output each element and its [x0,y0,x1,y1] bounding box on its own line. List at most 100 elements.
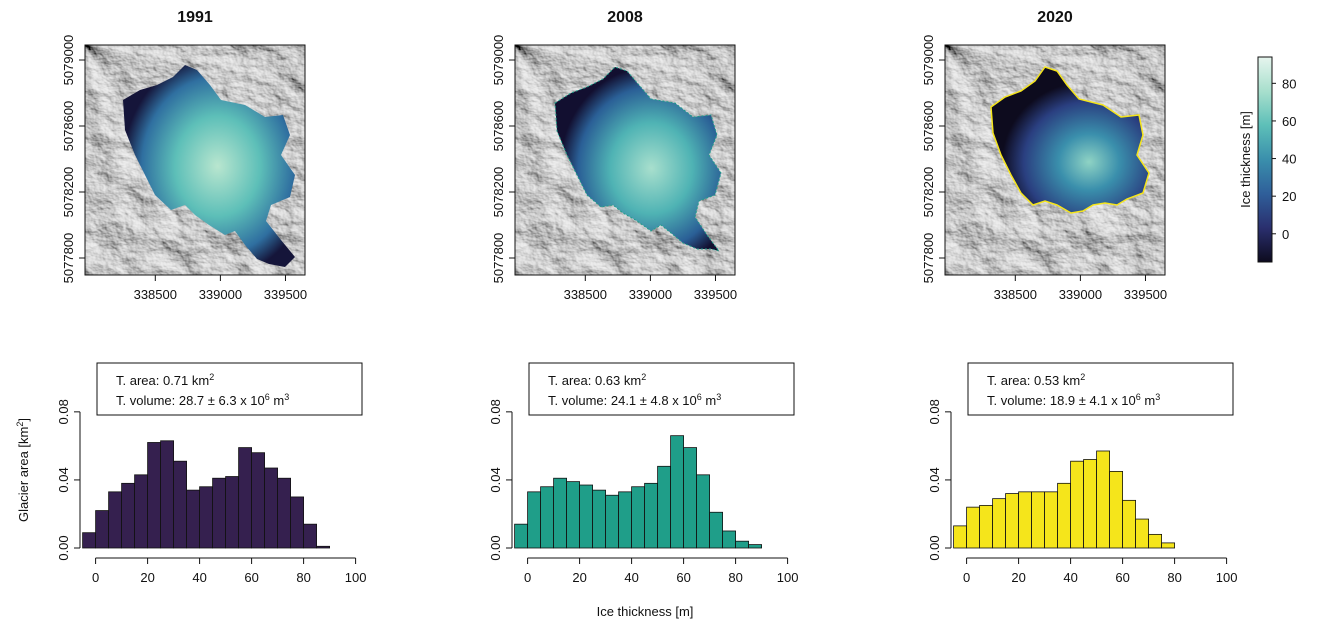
y-tick-label: 0.08 [488,399,503,424]
bar [593,490,606,548]
bar [1149,534,1162,548]
colorbar-tick-label: 60 [1282,114,1296,129]
x-tick-label: 60 [676,570,690,585]
bar [1162,543,1175,548]
bar [619,492,632,548]
map-title: 2008 [607,9,643,26]
bar [1071,461,1084,548]
x-tick-label: 339500 [1124,287,1167,302]
bar [749,545,762,548]
x-tick-label: 339500 [264,287,307,302]
bar [1097,451,1110,548]
map-panel [945,45,1165,275]
info-text-sup: 2 [641,372,646,382]
bar [213,478,226,548]
bar [541,487,554,548]
y-tick-label: 5078600 [921,101,936,152]
y-axis-label-part: ] [16,418,31,422]
bar [1006,494,1019,548]
y-tick-label: 0.00 [488,535,503,560]
y-tick-label: 5077800 [491,233,506,284]
bar [632,487,645,548]
bar [967,507,980,548]
info-text: T. volume: 24.1 ± 4.8 x 106 m3 [548,392,721,408]
info-text-sup: 3 [1155,392,1160,402]
info-text-part: T. volume: 24.1 ± 4.8 x 10 [548,393,697,408]
bar [200,487,213,548]
bar [723,531,736,548]
map-title: 1991 [177,9,213,26]
bar [304,524,317,548]
y-axis-label: Glacier area [km2] [15,418,31,522]
bar [161,441,174,548]
x-tick-label: 80 [296,570,310,585]
y-tick-label: 0.08 [927,399,942,424]
bar [580,485,593,548]
figure: 1991 338500 339000 339500 5077800 5078200 5078… [0,0,1333,625]
y-tick-label: 5077800 [61,233,76,284]
y-tick-label: 5078600 [491,101,506,152]
bar [291,497,304,548]
x-tick-label: 40 [1063,570,1077,585]
x-tick-label: 338500 [564,287,607,302]
map-panel [85,45,305,275]
y-tick-label: 5079000 [61,35,76,86]
info-text-part: m [702,393,716,408]
colorbar-tick-label: 80 [1282,76,1296,91]
y-tick-label: 5078200 [921,167,936,218]
x-tick-label: 0 [524,570,531,585]
x-tick-label: 80 [728,570,742,585]
info-text-part: m [1141,393,1155,408]
x-tick-label: 339000 [199,287,242,302]
info-text-sup: 3 [284,392,289,402]
x-tick-label: 80 [1167,570,1181,585]
x-axis-label: Ice thickness [m] [597,604,694,619]
info-text-part: m [270,393,284,408]
info-text-part: T. volume: 28.7 ± 6.3 x 10 [116,393,265,408]
colorbar [1258,57,1272,262]
bar [1032,492,1045,548]
bar [606,495,619,548]
info-text-sup: 2 [1080,372,1085,382]
y-axis-label-part: Glacier area [km [16,427,31,522]
bar [83,533,96,548]
info-text: T. volume: 18.9 ± 4.1 x 106 m3 [987,392,1160,408]
y-tick-label: 0.04 [56,467,71,492]
y-tick-label: 5079000 [921,35,936,86]
bar [554,478,567,548]
bar [135,475,148,548]
bar [671,436,684,548]
info-text-part: T. volume: 18.9 ± 4.1 x 10 [987,393,1136,408]
x-tick-label: 339500 [694,287,737,302]
x-tick-label: 20 [572,570,586,585]
y-tick-label: 5078200 [491,167,506,218]
y-tick-label: 5078600 [61,101,76,152]
x-tick-label: 100 [1216,570,1238,585]
y-tick-label: 5077800 [921,233,936,284]
x-tick-label: 0 [963,570,970,585]
bar [954,526,967,548]
info-text: T. area: 0.71 km2 [116,372,214,388]
x-tick-label: 40 [624,570,638,585]
bar [317,546,330,548]
bar [515,524,528,548]
bar [528,492,541,548]
bar [710,512,723,548]
bar [1045,492,1058,548]
bar [226,477,239,548]
info-text: T. area: 0.63 km2 [548,372,646,388]
info-text: T. area: 0.53 km2 [987,372,1085,388]
x-tick-label: 40 [192,570,206,585]
info-text-part: T. area: 0.63 km [548,373,641,388]
bar [239,448,252,548]
y-tick-label: 5078200 [61,167,76,218]
bar [1019,492,1032,548]
bar [1123,500,1136,548]
bar [980,505,993,548]
y-tick-label: 0.04 [488,467,503,492]
bar [993,499,1006,548]
info-text-part: T. area: 0.71 km [116,373,209,388]
x-tick-label: 0 [92,570,99,585]
colorbar-label: Ice thickness [m] [1238,111,1253,208]
bar [187,490,200,548]
